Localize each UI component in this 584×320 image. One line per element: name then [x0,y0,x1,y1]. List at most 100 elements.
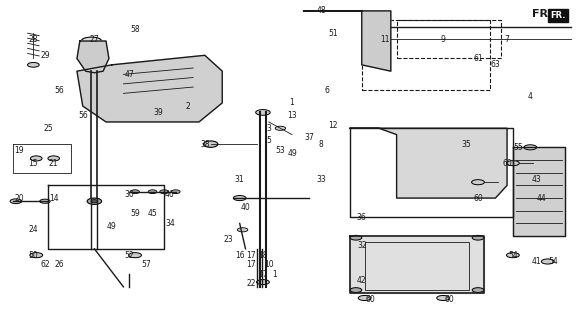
Text: 39: 39 [154,108,163,117]
Text: FR.: FR. [531,9,552,19]
Text: 60: 60 [473,194,483,203]
Bar [361,20,489,90]
Text: 17: 17 [246,251,256,260]
Text: 12: 12 [328,121,338,130]
Ellipse shape [148,190,157,194]
Ellipse shape [91,200,98,203]
Ellipse shape [27,62,39,67]
Ellipse shape [256,280,269,285]
Text: 14: 14 [49,194,58,203]
Ellipse shape [81,37,102,45]
Ellipse shape [506,161,519,166]
Text: 47: 47 [124,70,134,79]
Text: 54: 54 [549,257,558,266]
Text: 24: 24 [29,225,38,234]
Text: 6: 6 [325,86,329,95]
Text: 43: 43 [531,174,541,184]
Ellipse shape [233,196,246,201]
Polygon shape [77,55,223,122]
Text: 15: 15 [29,159,38,168]
Text: 31: 31 [235,174,245,184]
Text: 16: 16 [235,251,245,260]
Text: 4: 4 [528,92,533,101]
Text: 58: 58 [130,25,140,35]
Ellipse shape [437,295,450,300]
Ellipse shape [472,235,484,240]
Ellipse shape [541,259,554,264]
Text: 52: 52 [124,251,134,260]
Text: 33: 33 [316,174,326,184]
Ellipse shape [128,252,141,258]
Ellipse shape [87,198,102,204]
Text: 53: 53 [276,146,285,155]
Text: 8: 8 [319,140,324,148]
Ellipse shape [48,156,60,161]
Ellipse shape [472,180,484,185]
Ellipse shape [524,145,537,150]
Ellipse shape [30,156,42,161]
Ellipse shape [506,252,519,258]
Text: 22: 22 [246,279,256,288]
Text: 45: 45 [148,209,157,219]
Text: 23: 23 [223,235,233,244]
Text: 57: 57 [142,260,152,269]
Text: 48: 48 [317,6,326,15]
Bar [397,20,501,59]
Polygon shape [77,41,109,73]
Ellipse shape [40,199,50,203]
Text: 9: 9 [441,35,446,44]
Bar [364,243,470,290]
Text: 36: 36 [357,212,367,222]
Text: 17: 17 [258,270,267,279]
Text: 41: 41 [531,257,541,266]
Text: 2: 2 [185,101,190,111]
Text: 21: 21 [49,159,58,168]
Text: 30: 30 [124,190,134,199]
Ellipse shape [350,288,361,292]
Ellipse shape [10,199,22,204]
Text: 54: 54 [508,251,518,260]
Polygon shape [513,147,565,236]
Text: 13: 13 [287,111,297,120]
Ellipse shape [160,190,169,194]
Text: 29: 29 [40,51,50,60]
Text: 25: 25 [43,124,53,133]
Text: 56: 56 [55,86,64,95]
Ellipse shape [131,190,140,194]
Text: 18: 18 [258,251,267,260]
Ellipse shape [237,228,248,232]
Text: 44: 44 [537,194,547,203]
Ellipse shape [472,288,484,292]
Text: 38: 38 [200,140,210,148]
Text: 46: 46 [165,190,175,199]
Text: 1: 1 [272,270,277,279]
Polygon shape [548,9,568,22]
Text: 26: 26 [55,260,64,269]
Text: 37: 37 [305,133,314,142]
Ellipse shape [171,190,180,194]
Text: 62: 62 [40,260,50,269]
Text: 27: 27 [89,35,99,44]
Text: 3: 3 [266,124,271,133]
Text: 59: 59 [130,209,140,219]
Ellipse shape [358,295,371,300]
Ellipse shape [203,141,218,147]
Text: 49: 49 [287,149,297,158]
Polygon shape [350,236,484,293]
Text: 5: 5 [266,136,271,146]
Text: 11: 11 [380,35,390,44]
Text: 7: 7 [505,35,509,44]
Text: 17: 17 [246,260,256,269]
Text: 42: 42 [357,276,367,285]
Polygon shape [350,128,507,198]
Text: 32: 32 [357,241,367,250]
Text: 55: 55 [514,143,523,152]
Text: 28: 28 [29,35,38,44]
Polygon shape [304,11,391,71]
Text: 63: 63 [491,60,500,69]
Text: 60: 60 [444,295,454,304]
Text: 49: 49 [107,222,117,231]
Text: 20: 20 [14,194,23,203]
Text: 56: 56 [78,111,88,120]
Text: 51: 51 [328,28,338,38]
